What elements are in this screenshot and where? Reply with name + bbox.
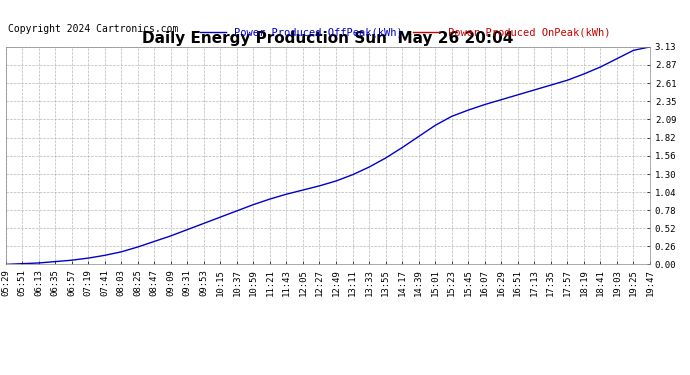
Legend: Power Produced OffPeak(kWh), Power Produced OnPeak(kWh): Power Produced OffPeak(kWh), Power Produ…: [196, 24, 615, 42]
Text: Copyright 2024 Cartronics.com: Copyright 2024 Cartronics.com: [8, 24, 179, 34]
Title: Daily Energy Production Sun  May 26 20:04: Daily Energy Production Sun May 26 20:04: [142, 31, 513, 46]
